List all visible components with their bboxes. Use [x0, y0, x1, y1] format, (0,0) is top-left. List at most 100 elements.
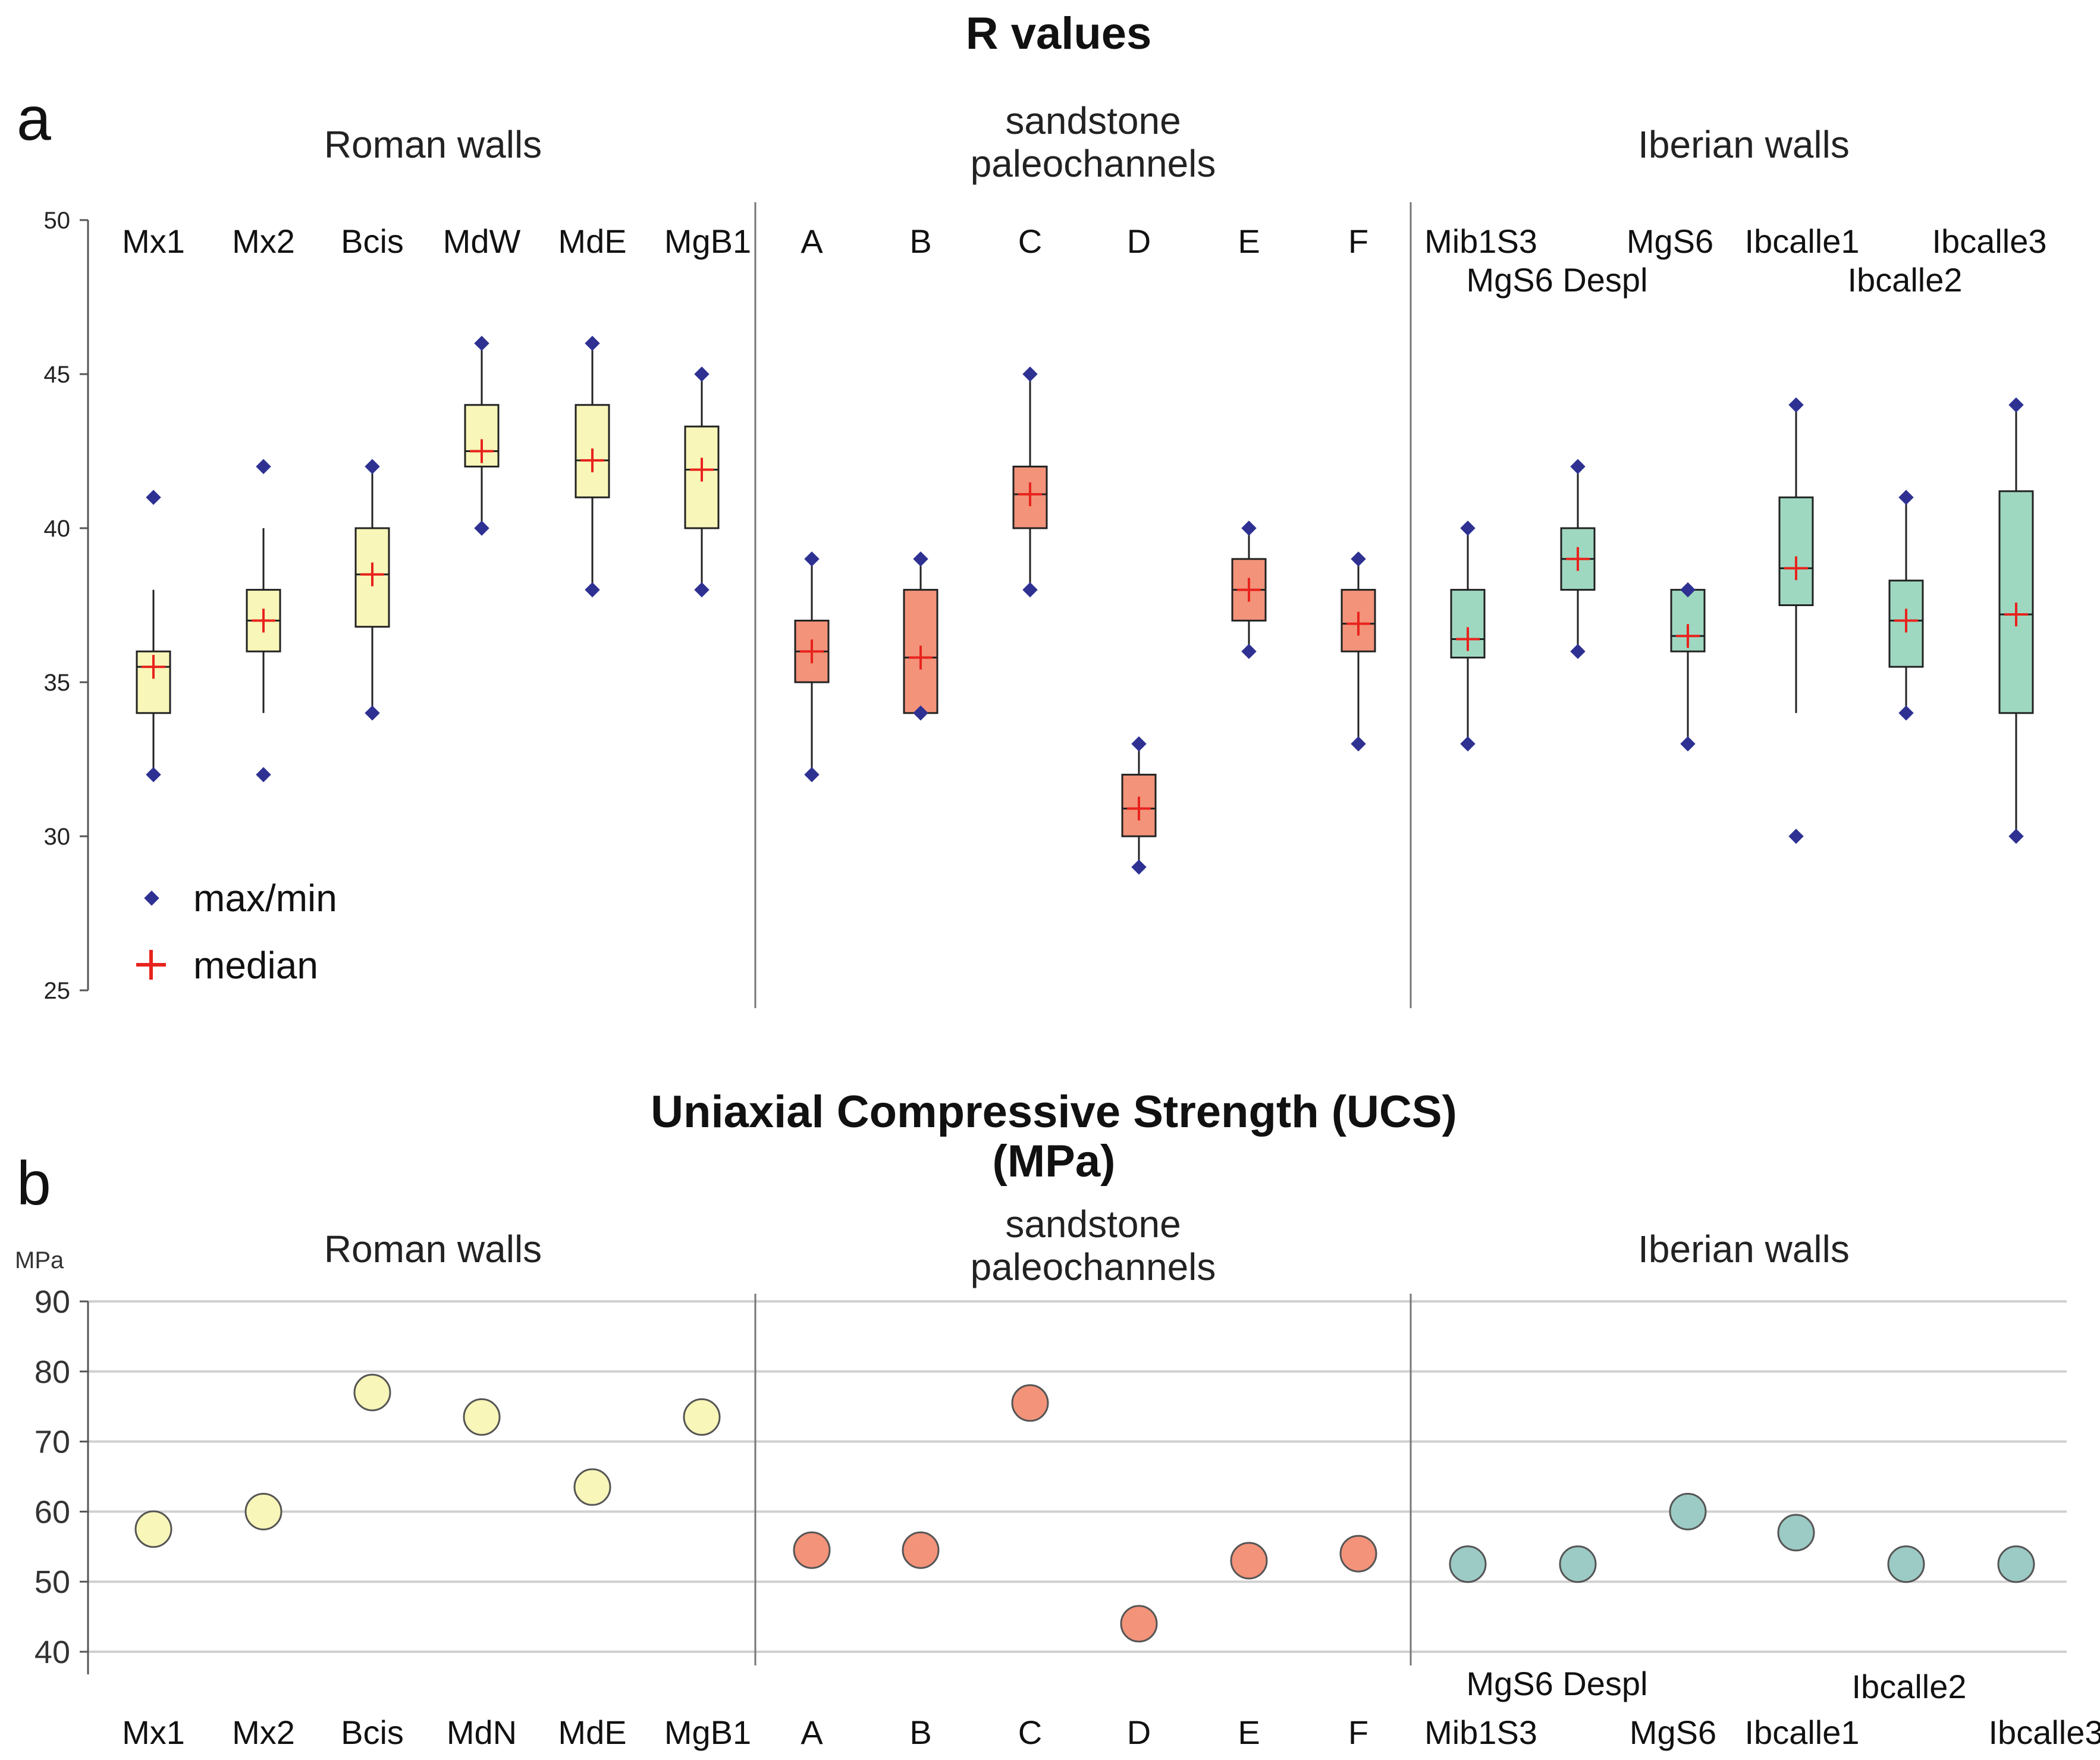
panel-b-y-tick-label: 60	[34, 1494, 70, 1530]
data-point	[1230, 1542, 1268, 1580]
panel-b-category-label: B	[909, 1714, 931, 1751]
panel-a-category-label: E	[1238, 222, 1260, 260]
panel-b-category-label: MdN	[447, 1714, 517, 1751]
data-point	[1559, 1545, 1597, 1583]
data-point	[902, 1531, 940, 1569]
panel-a-y-tick-label: 45	[44, 362, 71, 388]
panel-b-group-iberian: Iberian walls	[1638, 1228, 1850, 1270]
panel-b-category-label: F	[1348, 1714, 1368, 1751]
panel-a-category-label: MdW	[443, 222, 521, 260]
panel-b-group-sandstone-line1: sandstone	[1005, 1203, 1181, 1246]
min-marker	[1788, 829, 1804, 844]
max-marker	[146, 490, 161, 505]
panel-a-group-roman: Roman walls	[324, 123, 542, 166]
panel-a-category-label: Mx2	[232, 222, 295, 260]
min-marker	[1351, 736, 1366, 752]
max-marker	[1788, 397, 1804, 413]
panel-b-category-label: C	[1018, 1714, 1042, 1751]
min-marker	[256, 767, 271, 783]
panel-b-group-sandstone-line2: paleochannels	[971, 1246, 1216, 1288]
panel-b-y-axis: 40 50 60 70 80 90	[34, 1284, 89, 1674]
panel-a-y-tick-label: 40	[44, 516, 71, 542]
panel-a-group-sandstone-line2: paleochannels	[971, 142, 1216, 185]
min-marker	[804, 767, 820, 783]
panel-b-points	[134, 1373, 2035, 1643]
panel-b-label: b	[17, 1149, 51, 1218]
panel-a-legend: max/min median	[136, 877, 337, 987]
panel-b-category-label: Bcis	[341, 1714, 404, 1751]
panel-b-category-label: Mib1S3	[1424, 1714, 1537, 1751]
min-marker	[2008, 829, 2024, 844]
box-iqr	[1778, 496, 1814, 607]
max-marker	[474, 335, 489, 351]
max-marker	[694, 366, 710, 382]
panel-a-y-tick-label: 30	[44, 824, 71, 850]
legend-maxmin-label: max/min	[193, 877, 337, 920]
panel-a-y-tick-label: 25	[44, 978, 71, 1004]
data-point	[1887, 1545, 1925, 1583]
min-marker	[1131, 859, 1147, 875]
max-marker	[365, 459, 380, 475]
panel-b-y-unit: MPa	[15, 1247, 64, 1273]
panel-a-category-label: MgB1	[664, 222, 751, 260]
max-marker	[804, 551, 820, 567]
panel-b-group-roman: Roman walls	[324, 1228, 542, 1270]
panel-a-category-label: A	[801, 222, 823, 260]
panel-a-category-label: Bcis	[341, 222, 404, 260]
max-marker	[585, 335, 600, 351]
panel-b-category-label: Mx2	[232, 1714, 295, 1751]
panel-a-category-label: C	[1018, 222, 1042, 260]
data-point	[134, 1510, 172, 1548]
panel-a-group-sandstone-line1: sandstone	[1005, 99, 1181, 142]
panel-b-y-tick-label: 40	[34, 1634, 70, 1670]
data-point	[1777, 1514, 1815, 1552]
panel-b-gridlines	[88, 1300, 2067, 1653]
panel-a-category-label: MdE	[558, 222, 626, 260]
panel-b-category-label: MgS6 Despl	[1466, 1665, 1647, 1702]
max-marker	[1460, 520, 1476, 536]
data-point	[1339, 1535, 1377, 1573]
max-marker	[1570, 459, 1586, 475]
panel-b-category-labels: Mx1 Mx2 Bcis MdN MdE MgB1 A B C D E F Mib1S3 MgS6 Des…	[122, 1665, 2100, 1751]
panel-b-category-label: D	[1127, 1714, 1151, 1751]
panel-a-category-label: MgS6	[1627, 222, 1713, 260]
min-marker	[1022, 582, 1038, 598]
panel-b-category-label: Ibcalle3	[1988, 1714, 2100, 1751]
legend-median-label: median	[193, 944, 318, 987]
panel-a-category-label: B	[909, 222, 931, 260]
min-marker	[365, 705, 380, 721]
panel-b-category-label: E	[1238, 1714, 1260, 1751]
max-marker	[913, 551, 928, 567]
min-marker	[585, 582, 600, 598]
panel-b-category-label: Mx1	[122, 1714, 185, 1751]
min-marker	[1898, 705, 1914, 721]
data-point	[463, 1398, 501, 1436]
data-point	[1997, 1545, 2035, 1583]
panel-a-label: a	[17, 84, 51, 153]
panel-a-y-tick-label: 35	[44, 670, 71, 696]
panel-b-category-label: MdE	[558, 1714, 626, 1751]
panel-b-y-tick-label: 90	[34, 1284, 70, 1320]
panel-a-title: R values	[966, 8, 1152, 59]
panel-a-category-label: F	[1348, 222, 1368, 260]
max-marker	[1241, 520, 1257, 536]
panel-b-category-label: Ibcalle2	[1851, 1668, 1966, 1705]
panel-a-category-label: Ibcalle3	[1932, 222, 2046, 260]
panel-b-group-dividers	[754, 1294, 1412, 1665]
data-point	[793, 1531, 831, 1569]
panel-b-y-tick-label: 50	[34, 1564, 70, 1600]
min-marker	[146, 767, 161, 783]
box-iqr	[1998, 490, 2034, 714]
data-point	[573, 1468, 611, 1506]
max-marker	[2008, 397, 2024, 413]
data-point	[244, 1492, 282, 1530]
max-marker	[1351, 551, 1366, 567]
data-point	[1449, 1545, 1487, 1583]
panel-a-y-axis: 25 30 35 40 45 50	[44, 208, 89, 1004]
panel-b-category-label: MgS6	[1630, 1714, 1716, 1751]
max-marker	[256, 459, 271, 475]
panel-b-y-tick-label: 80	[34, 1354, 70, 1390]
panel-a-group-dividers	[754, 202, 1412, 1008]
